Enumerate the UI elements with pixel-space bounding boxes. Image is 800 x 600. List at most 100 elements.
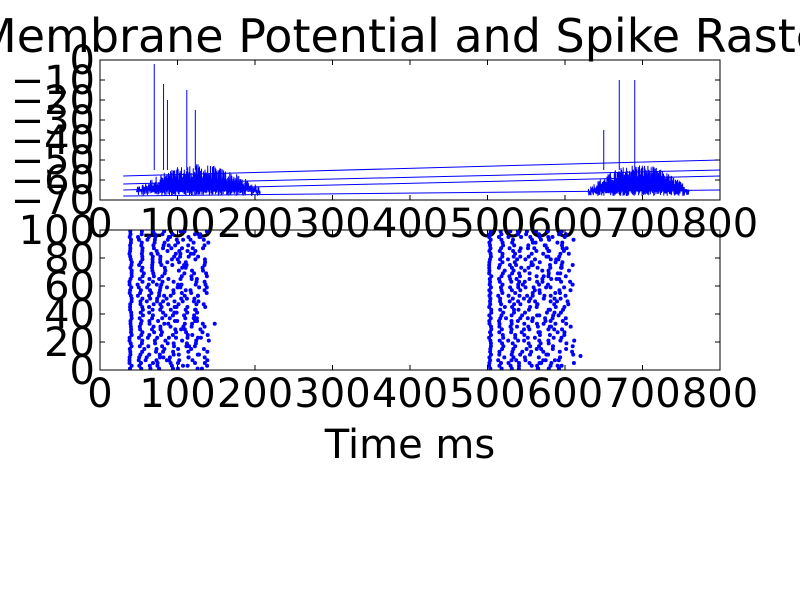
spike-point <box>162 321 167 326</box>
spike-point <box>172 299 177 304</box>
spike-point <box>516 338 521 343</box>
spike-point <box>526 265 531 270</box>
spike-point <box>161 299 166 304</box>
spike-point <box>499 246 504 251</box>
spike-point <box>535 321 539 326</box>
spike-point <box>148 288 152 293</box>
spike-point <box>520 313 525 318</box>
spike-point <box>165 341 170 346</box>
spike-point <box>507 263 512 267</box>
spike-point <box>499 361 503 365</box>
spike-point <box>549 361 554 365</box>
spike-point <box>176 282 181 287</box>
spike-point <box>535 265 540 270</box>
spike-point <box>498 230 503 234</box>
top-x-tick-labels: 0 100 200 300 400 500 600 700 800 <box>87 201 758 247</box>
top-ytick-label: −50 <box>11 138 95 184</box>
spike-point <box>557 288 562 293</box>
spike-point <box>168 293 173 298</box>
spike-point <box>140 257 145 262</box>
spike-point <box>548 285 553 290</box>
spike-point <box>162 347 167 351</box>
spike-point <box>497 277 501 281</box>
spike-point <box>552 302 557 307</box>
bottom-axis-ticks <box>99 229 721 371</box>
spike-point <box>502 305 507 309</box>
spike-point <box>150 307 155 312</box>
spike-point <box>510 305 515 309</box>
spike-point <box>555 363 560 368</box>
spike-point <box>563 274 568 279</box>
spike-point <box>528 235 533 239</box>
potential-burst <box>587 165 690 197</box>
spike-point <box>536 355 541 360</box>
spike-point <box>529 349 534 354</box>
spike-point <box>523 310 527 315</box>
spike-point <box>497 338 502 343</box>
bottom-ytick-label: 0 <box>70 348 95 394</box>
spike-point <box>193 307 198 312</box>
spike-point <box>137 344 142 349</box>
spike-point <box>158 324 163 329</box>
spike-point <box>553 291 558 295</box>
spike-point <box>518 246 523 251</box>
spike-point <box>523 285 528 290</box>
spike-point <box>512 302 517 307</box>
membrane-potential-trace <box>123 64 720 197</box>
spike-point <box>180 246 184 251</box>
spike-point <box>524 230 529 234</box>
spike-point <box>128 352 133 357</box>
spike-point <box>204 291 209 295</box>
spike-point <box>141 271 146 276</box>
bottom-xtick-label: 800 <box>682 371 758 417</box>
spike-point <box>543 358 548 363</box>
spike-point <box>186 254 191 259</box>
spike-point <box>191 240 196 245</box>
spike-point <box>186 349 191 354</box>
spike-point <box>204 271 209 276</box>
spike-point <box>128 305 133 309</box>
spike-point <box>487 335 492 340</box>
spike-point <box>128 307 133 312</box>
spike-point <box>507 299 512 304</box>
spike-point <box>194 277 199 281</box>
spike-point <box>489 274 494 279</box>
spike-point <box>541 321 546 326</box>
spike-point <box>552 296 557 301</box>
spike-point <box>562 330 567 335</box>
spike-point <box>151 279 155 284</box>
spike-point <box>570 344 575 349</box>
top-xtick-label: 400 <box>372 201 448 247</box>
spike-point <box>171 279 176 284</box>
spike-point <box>515 324 519 329</box>
spike-point <box>560 240 565 245</box>
spike-point <box>496 235 501 239</box>
spike-point <box>570 282 575 287</box>
spike-point <box>529 260 534 265</box>
spike-point <box>549 277 554 281</box>
spike-point <box>497 349 502 354</box>
spike-point <box>173 327 178 332</box>
spike-point <box>174 335 178 340</box>
spike-point <box>195 366 200 370</box>
spike-point <box>568 279 573 284</box>
spike-point <box>181 363 185 368</box>
x-axis-label: Time ms <box>324 422 495 468</box>
spike-point <box>178 230 183 234</box>
spike-point <box>179 296 184 301</box>
spike-point <box>165 285 169 290</box>
spike-point <box>158 254 163 259</box>
spike-point <box>149 251 154 256</box>
spike-point <box>137 316 142 321</box>
top-xtick-label: 300 <box>294 201 370 247</box>
spike-point <box>543 316 548 321</box>
spike-point <box>497 263 502 267</box>
spike-point <box>147 277 152 281</box>
spike-point <box>162 240 167 245</box>
spike-point <box>509 358 514 363</box>
spike-point <box>177 249 182 253</box>
spike-point <box>139 319 144 323</box>
spike-point <box>537 232 541 237</box>
spike-point <box>518 302 523 307</box>
